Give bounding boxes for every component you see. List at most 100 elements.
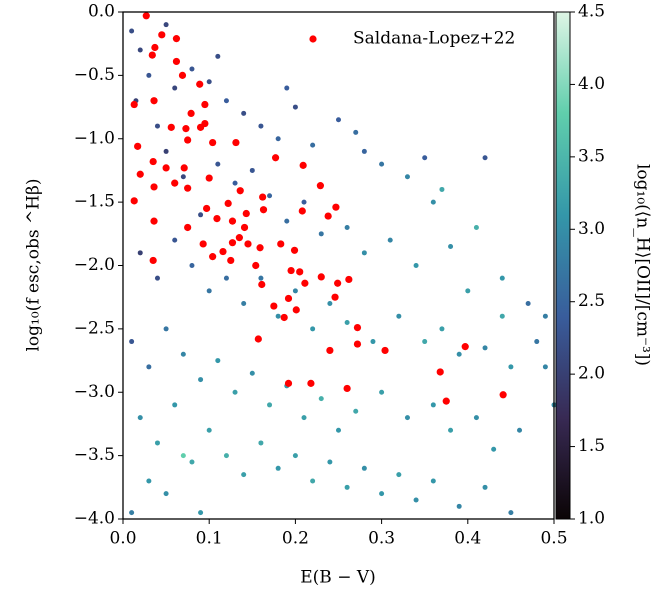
data-point <box>456 503 462 509</box>
data-point-highlight <box>296 268 304 276</box>
data-point-highlight <box>196 123 205 131</box>
data-point-highlight <box>187 109 195 117</box>
data-point <box>344 224 350 230</box>
data-point-highlight <box>130 100 138 109</box>
data-point <box>430 402 436 408</box>
data-point <box>275 313 281 319</box>
data-point <box>508 510 514 516</box>
data-point <box>241 472 247 478</box>
data-point-highlight <box>182 125 190 133</box>
x-tick-label: 0.0 <box>109 529 136 549</box>
data-point-highlight <box>180 164 188 172</box>
data-point-highlight <box>301 279 309 287</box>
data-point <box>206 427 212 433</box>
x-axis-label: E(B − V) <box>300 568 376 588</box>
data-point-highlight <box>244 240 252 248</box>
data-point-highlight <box>240 223 249 232</box>
data-point <box>473 224 479 230</box>
data-point <box>172 237 178 243</box>
data-point <box>361 465 367 471</box>
data-point-highlight <box>224 199 232 207</box>
data-point <box>361 250 367 256</box>
data-point-highlight <box>292 306 300 314</box>
data-point <box>542 313 548 319</box>
data-point <box>396 472 402 478</box>
data-point <box>473 415 479 421</box>
colorbar-tick-label: 3.5 <box>578 146 605 166</box>
data-point-highlight <box>142 12 150 20</box>
data-point <box>163 491 169 497</box>
data-point <box>129 339 135 345</box>
colorbar-tick-label: 3.0 <box>578 219 605 239</box>
data-point-highlight <box>353 340 362 348</box>
data-point-highlight <box>228 217 237 225</box>
data-point <box>198 377 204 383</box>
data-point <box>258 123 264 129</box>
data-point <box>137 47 143 53</box>
data-point <box>491 446 497 452</box>
data-point-highlight <box>298 207 306 215</box>
data-point-highlight <box>461 343 469 351</box>
data-point <box>465 288 471 294</box>
data-point-highlight <box>334 279 342 287</box>
data-point-highlight <box>256 244 264 252</box>
data-point <box>404 174 410 180</box>
data-point-highlight <box>259 206 268 214</box>
data-point-highlight <box>150 183 158 191</box>
data-point-highlight <box>242 209 250 218</box>
data-point <box>370 339 376 345</box>
data-point-highlight <box>270 302 278 310</box>
data-point <box>430 199 436 205</box>
legend-marker <box>309 35 317 43</box>
data-point-highlight <box>499 391 507 399</box>
data-point <box>223 98 229 104</box>
x-tick-label: 0.5 <box>540 529 567 549</box>
colorbar-tick-label: 2.0 <box>578 364 605 384</box>
data-point <box>180 174 186 180</box>
data-point <box>422 155 428 161</box>
x-tick-label: 0.3 <box>368 529 395 549</box>
data-point-highlight <box>150 217 158 225</box>
colorbar-frame <box>555 11 571 520</box>
data-point <box>292 104 298 110</box>
data-point <box>129 510 135 516</box>
data-point <box>172 402 178 408</box>
data-point <box>284 218 290 224</box>
data-point-highlight <box>259 193 267 201</box>
data-point <box>482 155 488 161</box>
data-point <box>232 180 238 186</box>
data-point-highlight <box>227 256 235 265</box>
colorbar-tick-label: 4.0 <box>578 74 605 94</box>
data-point <box>396 313 402 319</box>
data-point <box>361 148 367 154</box>
data-point <box>198 510 204 516</box>
data-point-highlight <box>149 256 157 265</box>
data-point <box>292 453 298 459</box>
data-point-highlight <box>284 294 293 303</box>
data-point <box>318 231 324 237</box>
data-point <box>154 440 160 446</box>
data-point <box>232 389 238 395</box>
data-point <box>249 167 255 173</box>
data-point-highlight <box>343 384 351 393</box>
data-point <box>249 370 255 376</box>
data-point <box>163 22 169 28</box>
data-point <box>292 288 298 294</box>
data-point <box>517 427 523 433</box>
data-point <box>189 66 195 72</box>
data-point-highlight <box>203 204 211 213</box>
data-point <box>353 408 359 414</box>
y-tick-label: 0.0 <box>88 2 115 22</box>
data-point <box>180 351 186 357</box>
x-tick-label: 0.4 <box>454 529 481 549</box>
data-point-highlight <box>353 324 362 332</box>
data-point-highlight <box>213 215 221 223</box>
data-point <box>215 161 221 167</box>
data-point-highlight <box>381 346 389 355</box>
y-tick-label: −2.0 <box>74 255 115 275</box>
data-point <box>413 497 419 503</box>
data-point <box>301 199 307 205</box>
data-point <box>499 275 505 281</box>
data-point <box>404 415 410 421</box>
